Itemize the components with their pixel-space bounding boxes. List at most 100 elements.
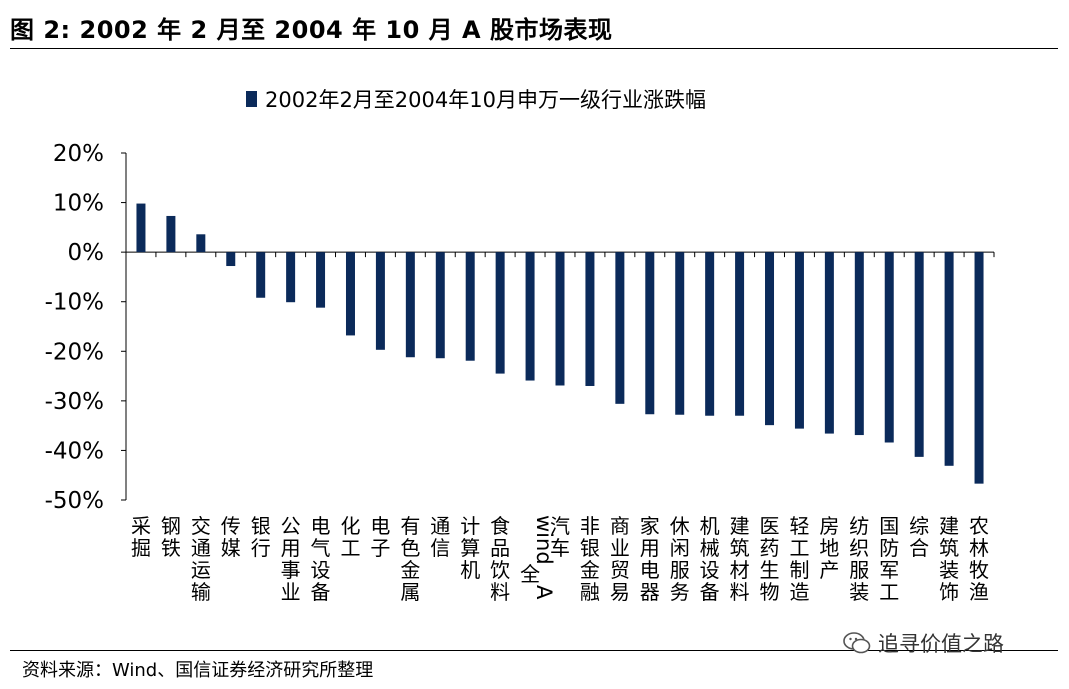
svg-text:气: 气 — [311, 536, 331, 560]
bar-chart: 20%10%0%-10%-20%-30%-40%-50% 采掘钢铁交通运输传媒银… — [45, 141, 995, 604]
svg-text:融: 融 — [580, 580, 600, 604]
svg-text:子: 子 — [370, 536, 390, 560]
svg-text:钢: 钢 — [161, 514, 181, 538]
bar — [974, 252, 984, 484]
svg-text:轻: 轻 — [789, 514, 809, 538]
bars-group — [136, 203, 984, 484]
x-tick-label: 计算机 — [460, 514, 480, 582]
svg-text:通: 通 — [430, 514, 450, 538]
svg-text:计: 计 — [460, 514, 480, 538]
svg-text:建: 建 — [730, 514, 750, 538]
svg-text:有: 有 — [400, 514, 420, 538]
bar — [286, 252, 296, 303]
svg-text:防: 防 — [879, 536, 899, 560]
top-rule — [10, 48, 1058, 49]
svg-text:品: 品 — [490, 536, 510, 560]
svg-text:业: 业 — [610, 536, 630, 560]
x-tick-label: 化工 — [340, 514, 360, 560]
svg-text:事: 事 — [281, 558, 301, 582]
x-tick-label: 银行 — [251, 514, 271, 560]
svg-text:地: 地 — [819, 536, 839, 560]
x-tick-label: 综合 — [909, 514, 929, 560]
bar — [675, 252, 685, 415]
svg-text:全: 全 — [520, 562, 540, 586]
svg-text:医: 医 — [760, 514, 780, 538]
y-axis: 20% 10% 0% -10% -20% -30% -40% -50% — [45, 141, 995, 514]
svg-text:造: 造 — [789, 580, 809, 604]
y-tick-label: 0% — [68, 240, 105, 266]
legend-label: 2002年2月至2004年10月申万一级行业涨跌幅 — [265, 88, 706, 112]
svg-text:汽: 汽 — [550, 514, 570, 538]
y-tick-label: -50% — [45, 488, 104, 514]
x-tick-label: 钢铁 — [161, 514, 181, 560]
bar — [645, 252, 655, 415]
bar — [405, 252, 415, 358]
svg-text:建: 建 — [939, 514, 959, 538]
svg-text:用: 用 — [640, 536, 660, 560]
svg-text:输: 输 — [191, 580, 211, 604]
svg-text:械: 械 — [700, 536, 720, 560]
chart-legend: 2002年2月至2004年10月申万一级行业涨跌幅 — [246, 84, 706, 114]
y-tick-label: -20% — [45, 339, 104, 365]
svg-text:贸: 贸 — [610, 558, 630, 582]
svg-text:筑: 筑 — [939, 536, 959, 560]
y-tick-label: 10% — [53, 191, 104, 217]
svg-text:牧: 牧 — [969, 558, 989, 582]
bar — [345, 252, 355, 336]
svg-text:用: 用 — [281, 536, 301, 560]
svg-text:通: 通 — [191, 536, 211, 560]
bar — [765, 252, 775, 426]
svg-text:A: A — [532, 585, 556, 600]
x-tick-label: 电子 — [370, 514, 390, 560]
svg-text:装: 装 — [849, 580, 869, 604]
svg-text:传: 传 — [221, 514, 241, 538]
svg-text:筑: 筑 — [730, 536, 750, 560]
x-tick-label: 房地产 — [819, 514, 839, 582]
bar — [555, 252, 565, 386]
svg-text:金: 金 — [580, 558, 600, 582]
svg-text:电: 电 — [640, 558, 660, 582]
bar — [854, 252, 864, 436]
svg-text:料: 料 — [730, 580, 750, 604]
svg-text:林: 林 — [969, 536, 989, 560]
svg-text:休: 休 — [670, 514, 690, 538]
bar — [136, 203, 146, 253]
svg-text:器: 器 — [640, 580, 660, 604]
svg-text:军: 军 — [879, 558, 899, 582]
y-tick-label: -30% — [45, 389, 104, 415]
svg-text:银: 银 — [580, 536, 600, 560]
svg-text:纺: 纺 — [849, 514, 869, 538]
svg-text:信: 信 — [430, 536, 450, 560]
svg-text:采: 采 — [131, 514, 151, 538]
svg-text:铁: 铁 — [161, 536, 181, 560]
svg-text:备: 备 — [700, 580, 720, 604]
svg-text:机: 机 — [700, 514, 720, 538]
svg-text:饮: 饮 — [490, 558, 510, 582]
svg-text:属: 属 — [400, 580, 420, 604]
x-tick-label: 汽车 — [550, 514, 570, 560]
svg-text:闲: 闲 — [670, 536, 690, 560]
bar — [256, 252, 266, 298]
x-tick-label: 采掘 — [131, 514, 151, 560]
svg-text:掘: 掘 — [131, 536, 151, 560]
y-tick-label: -10% — [45, 290, 104, 316]
svg-text:车: 车 — [550, 536, 570, 560]
wechat-icon — [843, 632, 871, 654]
bar — [794, 252, 804, 429]
svg-text:家: 家 — [640, 514, 660, 538]
svg-text:药: 药 — [760, 536, 780, 560]
svg-text:生: 生 — [760, 558, 780, 582]
figure-title: 图 2: 2002 年 2 月至 2004 年 10 月 A 股市场表现 — [10, 16, 613, 44]
